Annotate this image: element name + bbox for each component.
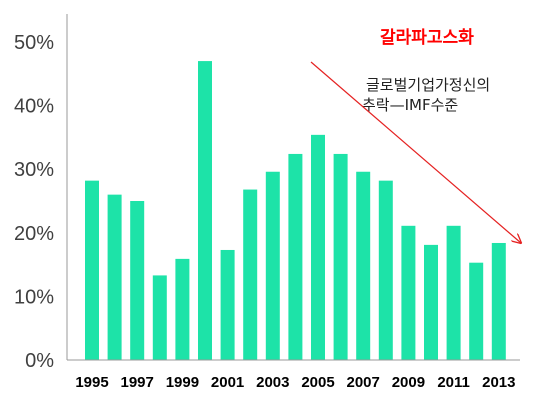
x-tick-label: 2009 [392, 374, 425, 391]
bar-1996 [107, 194, 122, 360]
x-tick-label: 1995 [75, 374, 108, 391]
bar-2005 [311, 134, 325, 360]
bar-2007 [356, 171, 371, 360]
y-tick-label: 30% [14, 159, 54, 181]
bar-2004 [288, 153, 303, 360]
y-tick-label: 10% [14, 286, 54, 308]
x-tick-label: 1999 [166, 374, 199, 391]
x-tick-label: 2011 [437, 374, 470, 391]
bar-1999 [175, 258, 190, 360]
bar-1997 [130, 201, 145, 360]
bar-2000 [198, 61, 212, 360]
bars [85, 61, 506, 360]
bar-2008 [378, 180, 393, 360]
bar-2003 [265, 171, 280, 360]
y-tick-label: 0% [25, 350, 54, 372]
x-tick-label: 2005 [301, 374, 334, 391]
x-tick-label: 2007 [347, 374, 380, 391]
bar-2002 [243, 189, 258, 360]
y-tick-label: 20% [14, 223, 54, 245]
x-tick-label: 2003 [256, 374, 289, 391]
bar-2013 [491, 242, 506, 360]
bar-2006 [333, 153, 348, 360]
headline-annotation: 갈라파고스화 [380, 28, 474, 48]
x-axis-ticks: 1995 1997 1999 2001 2003 2005 2007 2009 2011 2013 [75, 374, 515, 391]
trend-arrow [310, 61, 521, 243]
bar-1998 [152, 275, 167, 360]
bar-2010 [424, 244, 438, 360]
x-tick-label: 1997 [121, 374, 154, 391]
bar-2009 [401, 225, 416, 360]
x-tick-label: 2013 [482, 374, 515, 391]
y-tick-label: 40% [14, 96, 54, 118]
y-tick-label: 50% [14, 32, 54, 54]
bar-2001 [220, 249, 235, 360]
x-tick-label: 2001 [211, 374, 244, 391]
y-axis-ticks: 0% 10% 20% 30% 40% 50% [14, 32, 54, 372]
bar-2012 [469, 262, 484, 360]
bar-2011 [446, 225, 461, 360]
bar-1995 [85, 180, 99, 360]
note-line-2: 추락—IMF수준 [362, 96, 458, 114]
note-line-1: 글로벌기업가정신의 [366, 76, 490, 94]
